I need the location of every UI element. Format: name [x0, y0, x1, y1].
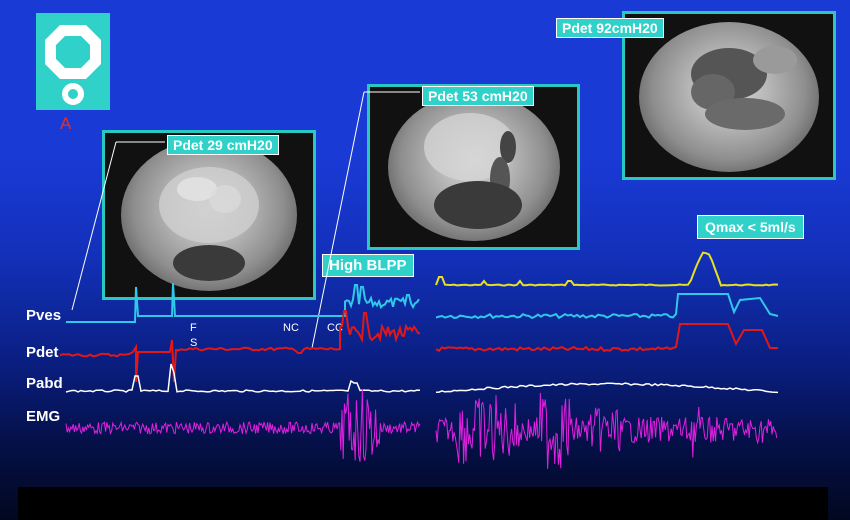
bottom-black-band — [18, 487, 828, 520]
pves-trace — [66, 282, 420, 323]
flow-trace — [435, 251, 779, 287]
panel-3-label: Pdet 92cmH20 — [556, 18, 664, 38]
bladder-image-2 — [424, 113, 522, 229]
bladder-image-1 — [159, 167, 259, 281]
channel-label-emg: EMG — [26, 408, 61, 425]
pves-trace-2 — [435, 293, 779, 320]
channel-label-pdet: Pdet — [26, 344, 59, 361]
event-s-label: S — [190, 337, 198, 349]
panel-1-label: Pdet 29 cmH20 — [167, 135, 279, 155]
fluoro-panel-3 — [622, 11, 836, 180]
logo-tile — [36, 13, 110, 110]
pabd-trace-2 — [435, 382, 779, 394]
bladder-image-3 — [691, 14, 833, 130]
connector-lines — [71, 91, 420, 349]
emg-trace-2 — [435, 392, 778, 469]
pdet-trace — [59, 310, 421, 383]
fluoro-panel-2 — [367, 84, 580, 250]
event-cc-label: CC — [327, 322, 343, 334]
event-nc-label: NC — [283, 322, 299, 334]
qmax-callout: Qmax < 5ml/s — [697, 215, 804, 239]
panel-2-label: Pdet 53 cmH20 — [422, 86, 534, 106]
channel-label-pves: Pves — [26, 307, 62, 324]
figure-letter: A — [60, 114, 72, 133]
pabd-trace — [65, 363, 421, 393]
event-f-label: F — [190, 322, 197, 334]
octagon-ring-icon — [45, 25, 101, 105]
pdet-trace-2 — [435, 323, 778, 353]
channel-label-pabd: Pabd — [26, 375, 63, 392]
fluoro-panel-1 — [102, 130, 316, 300]
high-blpp-callout: High BLPP — [322, 254, 414, 277]
emg-trace — [65, 389, 421, 462]
